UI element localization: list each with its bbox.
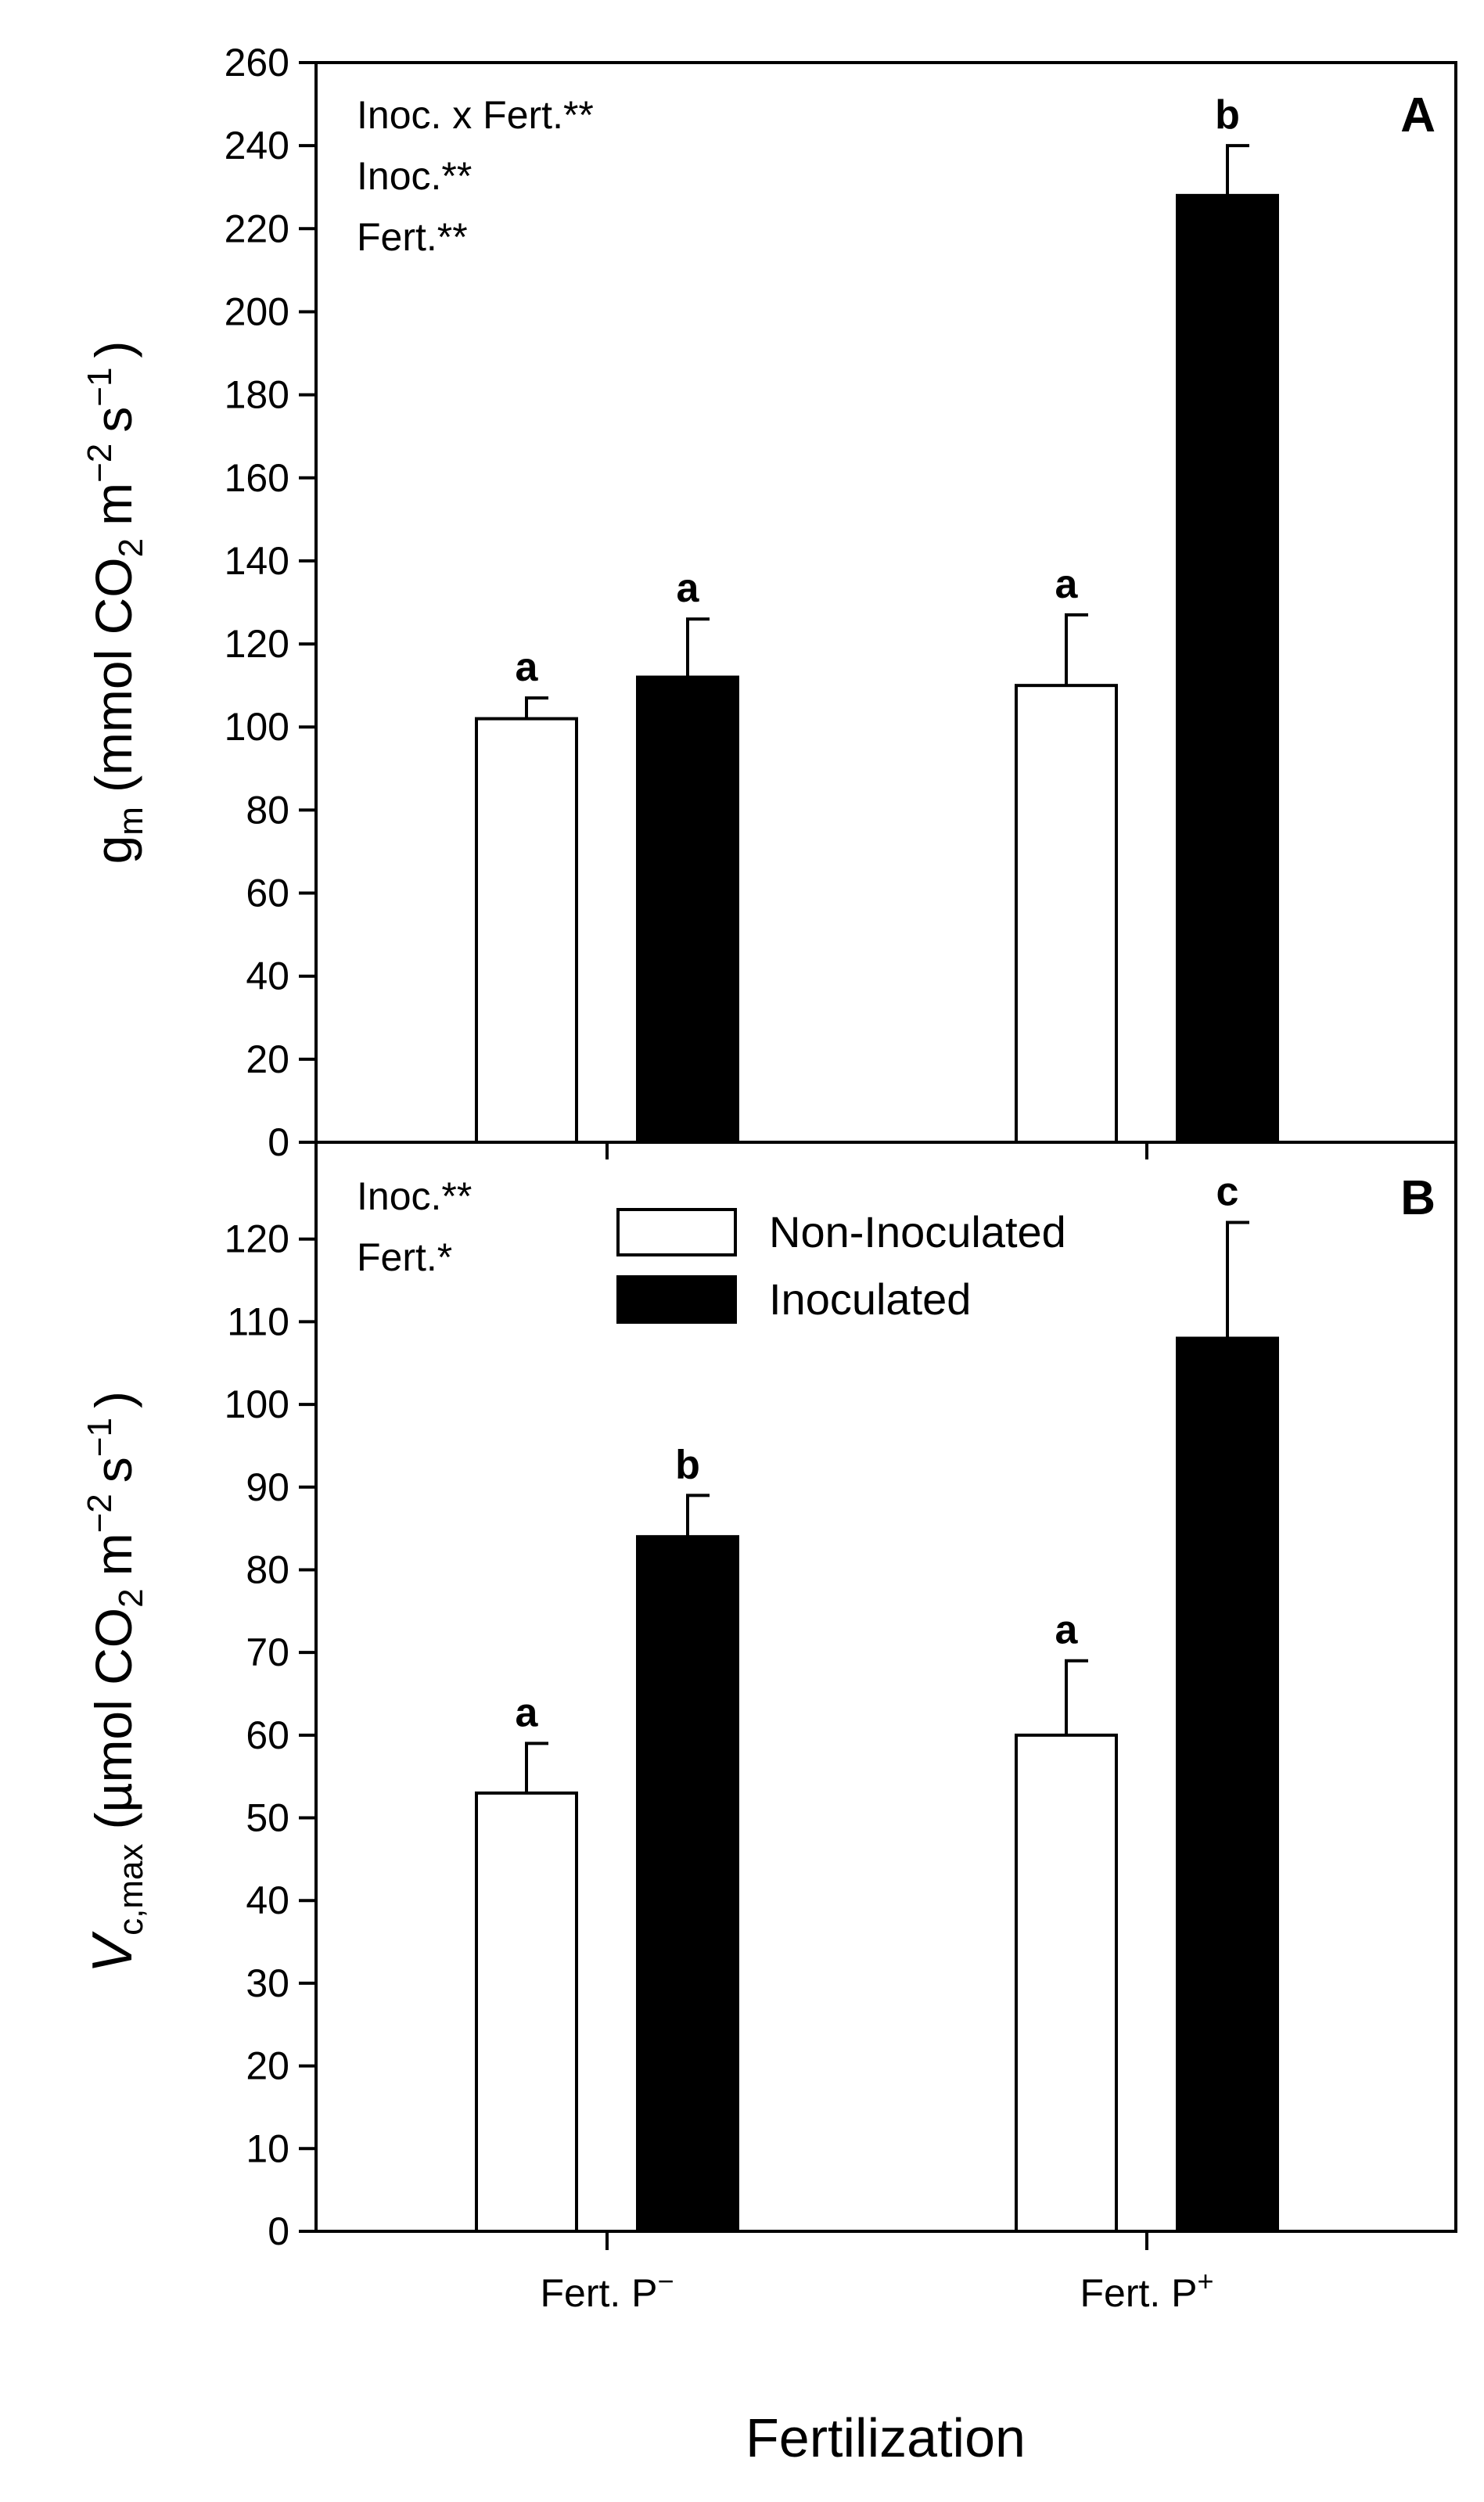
y-label-units: (µmol CO (84, 1608, 142, 1830)
y-label-m: m (84, 483, 142, 526)
y-label-symbol: V (81, 1931, 144, 1973)
y-label-exp-s: −1 (81, 368, 119, 407)
y-tick-label: 120 (225, 1217, 289, 1261)
x-axis: Fert. P− Fert. P+ Fertilization (540, 1142, 1214, 2468)
panel-b-letter: B (1400, 1171, 1435, 1225)
bar-inoculated (636, 675, 739, 1144)
y-tick-label: 140 (225, 539, 289, 583)
y-tick-label: 20 (246, 2044, 289, 2088)
y-tick-label: 70 (246, 1630, 289, 1674)
y-tick-label: 220 (225, 207, 289, 250)
y-label-exp-m: −2 (81, 444, 119, 483)
panel-b: 0 10 20 30 40 50 60 70 80 90 100 110 120 a b a c Inoc.*… (81, 1141, 1457, 2253)
y-label-co2-subscript: 2 (112, 538, 150, 557)
y-tick-label: 110 (227, 1300, 289, 1343)
y-tick-label: 180 (225, 373, 289, 417)
stat-annotation: Inoc.** (357, 1174, 472, 1218)
y-label-m: m (84, 1533, 142, 1576)
y-label-symbol: g (84, 836, 142, 865)
y-tick-label: 0 (268, 1120, 289, 1164)
bar-non-inoculated (1015, 1733, 1118, 2234)
y-tick-label: 20 (246, 1037, 289, 1081)
panel-a-bars: a a a b (475, 92, 1279, 1144)
y-tick-label: 0 (268, 2209, 289, 2253)
significance-letter: a (1055, 1608, 1079, 1653)
panel-b-frame (314, 1141, 1457, 2233)
y-tick-label: 260 (225, 41, 289, 84)
significance-letter: a (516, 645, 539, 690)
bar-non-inoculated (475, 1791, 578, 2234)
bar-inoculated (636, 1535, 739, 2233)
significance-letter: b (675, 1442, 700, 1487)
bar-inoculated (1176, 193, 1279, 1144)
y-tick-label: 100 (225, 1382, 289, 1426)
y-label-close: ) (84, 1391, 142, 1408)
legend-label-inoculated: Inoculated (769, 1274, 971, 1324)
stat-annotation: Inoc.** (357, 154, 472, 198)
y-label-s: s (84, 1457, 142, 1483)
y-label-co2-subscript: 2 (112, 1588, 150, 1607)
stat-annotation: Fert.* (357, 1235, 452, 1279)
x-category-fert-p-minus: Fert. P− (540, 2265, 674, 2315)
significance-letter: c (1216, 1170, 1239, 1215)
bar-inoculated (1176, 1336, 1279, 2233)
significance-letter: a (677, 566, 700, 611)
y-label-subscript: c,max (112, 1844, 150, 1936)
panel-b-stats: Inoc.** Fert.* (357, 1174, 472, 1279)
bar-non-inoculated (1015, 684, 1118, 1144)
y-label-exp-m: −2 (81, 1494, 119, 1533)
x-category-sup: − (658, 2265, 674, 2297)
legend-label-non-inoculated: Non-Inoculated (769, 1207, 1066, 1256)
panel-a-y-axis: 0 20 40 60 80 100 120 140 160 180 200 220 240 260 (225, 41, 316, 1164)
stat-annotation: Inoc. x Fert.** (357, 93, 594, 137)
significance-letter: b (1215, 92, 1240, 138)
y-label-units: (mmol CO (84, 557, 142, 793)
x-category-base: Fert. P (1080, 2271, 1197, 2315)
panel-a-stats: Inoc. x Fert.** Inoc.** Fert.** (357, 93, 594, 259)
y-tick-label: 60 (246, 872, 289, 915)
panel-a-y-label: gm(mmol CO2m−2s−1) (81, 341, 150, 865)
y-tick-label: 60 (246, 1713, 289, 1757)
panel-b-y-label: Vc,max (µmol CO2 m−2 s−1) (81, 1391, 150, 1973)
x-category-sup: + (1198, 2265, 1214, 2297)
y-tick-label: 80 (246, 1548, 289, 1591)
legend-swatch-non-inoculated (616, 1208, 737, 1256)
significance-letter: a (1055, 562, 1079, 607)
panel-b-y-axis: 0 10 20 30 40 50 60 70 80 90 100 110 120 (225, 1217, 316, 2253)
y-tick-label: 10 (246, 2126, 289, 2170)
y-tick-label: 240 (225, 124, 289, 167)
y-tick-label: 50 (246, 1796, 289, 1840)
y-tick-label: 160 (225, 456, 289, 500)
panel-b-bars: a b a c (475, 1170, 1279, 2234)
stat-annotation: Fert.** (357, 215, 468, 259)
y-tick-label: 120 (225, 622, 289, 666)
y-tick-label: 100 (225, 705, 289, 749)
y-tick-label: 40 (246, 954, 289, 998)
y-tick-label: 80 (246, 788, 289, 832)
y-tick-label: 90 (246, 1465, 289, 1509)
x-category-fert-p-plus: Fert. P+ (1080, 2265, 1213, 2315)
y-tick-label: 200 (225, 289, 289, 333)
y-tick-label: 30 (246, 1961, 289, 2005)
panel-a-letter: A (1400, 88, 1435, 142)
legend-swatch-inoculated (616, 1275, 737, 1324)
y-label-close: ) (84, 341, 142, 358)
legend: Non-Inoculated Inoculated (616, 1207, 1066, 1324)
y-label-exp-s: −1 (81, 1418, 119, 1457)
x-axis-title: Fertilization (746, 2407, 1026, 2468)
y-label-s: s (84, 407, 142, 433)
x-category-base: Fert. P (540, 2271, 657, 2315)
y-label-subscript: m (112, 807, 150, 836)
significance-letter: a (516, 1690, 539, 1735)
y-tick-label: 40 (246, 1878, 289, 1922)
bar-non-inoculated (475, 717, 578, 1144)
